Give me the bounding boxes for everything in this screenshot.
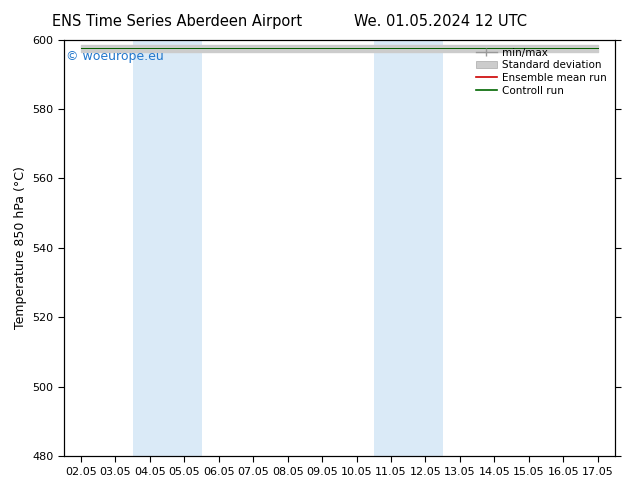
Text: ENS Time Series Aberdeen Airport: ENS Time Series Aberdeen Airport xyxy=(53,14,302,29)
Text: © woeurope.eu: © woeurope.eu xyxy=(67,50,164,63)
Bar xyxy=(133,40,202,456)
Bar xyxy=(374,40,443,456)
Y-axis label: Temperature 850 hPa (°C): Temperature 850 hPa (°C) xyxy=(13,167,27,329)
Text: We. 01.05.2024 12 UTC: We. 01.05.2024 12 UTC xyxy=(354,14,527,29)
Legend: min/max, Standard deviation, Ensemble mean run, Controll run: min/max, Standard deviation, Ensemble me… xyxy=(473,45,610,99)
